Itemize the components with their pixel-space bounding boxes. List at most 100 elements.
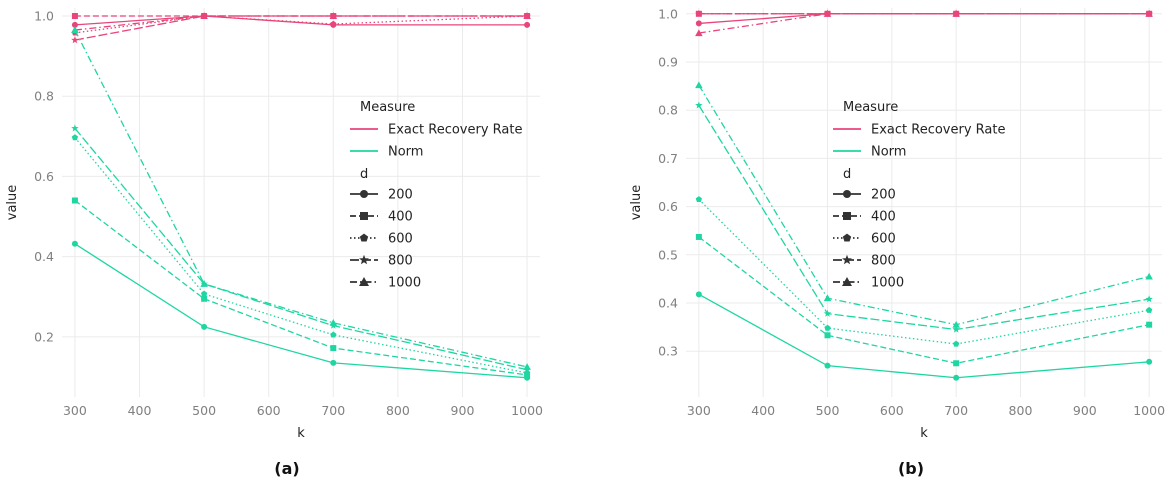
data-point (71, 134, 79, 141)
legend-label-d: 400 (388, 210, 413, 225)
legend-key-marker (843, 190, 851, 198)
data-point (71, 124, 79, 132)
legend-key-marker (842, 277, 852, 286)
legend-key-marker (359, 254, 369, 265)
x-tick-label: 700 (944, 403, 968, 418)
x-tick-label: 500 (192, 403, 216, 418)
y-tick-label: 0.7 (658, 151, 678, 166)
data-point (524, 21, 531, 28)
panel-caption: (a) (274, 459, 299, 478)
legend-label-d: 200 (388, 188, 413, 203)
data-point (952, 325, 960, 333)
x-axis-title: k (297, 426, 305, 441)
x-tick-label: 300 (687, 403, 711, 418)
data-point (1146, 306, 1153, 313)
data-point (695, 9, 703, 17)
data-point (329, 12, 338, 20)
legend-key-marker (842, 233, 852, 242)
series-line (698, 236, 1150, 364)
series-norm-d800 (695, 101, 1153, 333)
y-tick-label: 0.9 (658, 54, 678, 69)
data-point (1146, 358, 1153, 365)
series-norm-d1000 (695, 81, 1153, 328)
data-point (71, 21, 78, 28)
series-exact-recovery-rate-d800 (71, 12, 531, 44)
x-tick-label: 400 (128, 403, 152, 418)
data-point (953, 374, 960, 381)
data-point (953, 340, 960, 347)
x-axis-title: k (920, 426, 928, 441)
y-axis-title: value (629, 185, 644, 221)
y-tick-label: 0.8 (34, 89, 54, 104)
x-tick-label: 800 (386, 403, 410, 418)
legend-key-marker (360, 190, 368, 198)
data-point (330, 20, 337, 27)
series-norm-d600 (695, 196, 1153, 347)
data-point (523, 12, 531, 20)
data-point (695, 29, 703, 37)
data-point (695, 101, 703, 109)
series-norm-d400 (695, 233, 1153, 367)
series-exact-recovery-rate-d200 (71, 13, 531, 28)
legend-key-marker (359, 233, 369, 242)
x-tick-label: 600 (257, 403, 281, 418)
legend-label-d: 200 (871, 188, 896, 203)
data-point (952, 10, 960, 17)
series-line (698, 198, 1150, 345)
data-point (330, 331, 337, 338)
x-tick-label: 400 (751, 403, 775, 418)
panel-caption: (b) (898, 459, 924, 478)
data-point (695, 20, 702, 27)
legend-label-d: 1000 (871, 276, 904, 291)
x-tick-label: 1000 (511, 403, 543, 418)
x-tick-label: 500 (816, 403, 840, 418)
series-norm-d200 (71, 240, 531, 381)
y-tick-label: 1.0 (658, 6, 678, 21)
legend-title-measure: Measure (843, 100, 898, 115)
data-point (523, 363, 531, 370)
series-norm-d200 (695, 291, 1153, 381)
x-tick-label: 900 (451, 403, 475, 418)
data-point (823, 10, 832, 17)
data-point (1145, 295, 1153, 303)
data-point (330, 359, 337, 366)
data-point (71, 197, 78, 204)
gridlines (62, 8, 540, 397)
series-line (698, 105, 1150, 331)
legend-label-measure: Norm (871, 145, 906, 160)
data-point (1146, 321, 1153, 328)
legend-title-d: d (360, 167, 368, 182)
series-line (698, 13, 1150, 25)
legend-label-d: 600 (388, 232, 413, 247)
data-point (953, 360, 960, 367)
series-line (74, 15, 528, 26)
legend: Measure Exact Recovery Rate Norm d 200 400 600… (350, 100, 522, 291)
legend-key-marker (842, 254, 852, 265)
data-point (824, 332, 831, 339)
data-point (71, 26, 79, 34)
gridlines (686, 8, 1162, 397)
series-line (698, 293, 1150, 379)
series-norm-d1000 (71, 26, 531, 370)
series-line (74, 15, 528, 31)
x-tick-label: 300 (63, 403, 87, 418)
series-norm-d400 (71, 197, 531, 378)
data-point (71, 240, 78, 247)
series-line (74, 127, 528, 371)
data-point (201, 295, 208, 302)
data-point (200, 280, 208, 287)
legend-label-measure: Exact Recovery Rate (871, 123, 1005, 138)
y-tick-label: 0.3 (658, 344, 678, 359)
legend: Measure Exact Recovery Rate Norm d 200 400 600… (833, 100, 1005, 291)
y-tick-label: 1.0 (34, 9, 54, 24)
legend-label-d: 1000 (388, 276, 421, 291)
data-point (824, 362, 831, 369)
data-point (695, 233, 702, 240)
x-tick-label: 800 (1009, 403, 1033, 418)
legend-label-measure: Exact Recovery Rate (388, 123, 522, 138)
series-exact-recovery-rate-d1000 (695, 10, 1153, 37)
series-line (74, 243, 528, 379)
data-point (200, 290, 208, 297)
series-line (74, 199, 528, 376)
